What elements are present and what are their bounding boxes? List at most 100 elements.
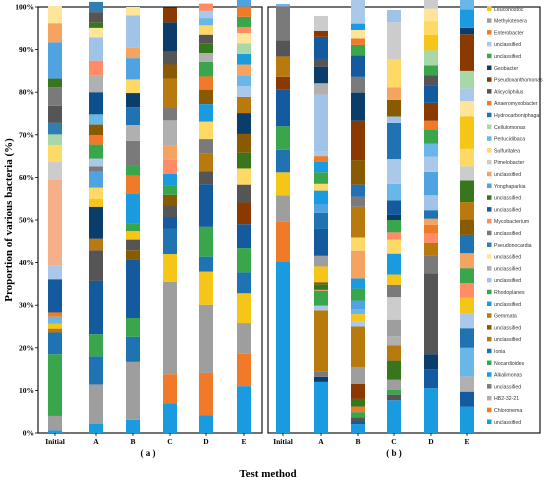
legend-swatch bbox=[487, 171, 492, 177]
bar-segment bbox=[387, 122, 401, 160]
bar-segment bbox=[351, 278, 365, 289]
bar-segment bbox=[460, 166, 474, 181]
legend-label: unclassified bbox=[494, 337, 521, 343]
legend-item: Hydrocarboniphaga bbox=[487, 112, 539, 119]
legend-swatch bbox=[487, 18, 492, 23]
bar-segment bbox=[89, 92, 103, 115]
bar-segment bbox=[237, 202, 251, 225]
bar-segment bbox=[460, 34, 474, 71]
legend-swatch bbox=[487, 289, 492, 295]
bar-segment bbox=[314, 66, 328, 84]
bar-segment bbox=[89, 135, 103, 145]
bar-segment bbox=[237, 386, 251, 433]
legend-item: unclassified bbox=[487, 301, 521, 308]
bar-segment bbox=[126, 419, 140, 433]
bar-segment bbox=[276, 126, 290, 150]
bar-segment bbox=[387, 284, 401, 298]
bar-segment bbox=[424, 243, 438, 256]
bar-segment bbox=[387, 200, 401, 215]
bar-segment bbox=[387, 87, 401, 100]
bar-segment bbox=[460, 101, 474, 117]
legend-item: unclassified bbox=[487, 384, 521, 390]
bar-segment bbox=[163, 254, 177, 282]
bar-segment bbox=[48, 122, 62, 135]
bar-segment bbox=[276, 56, 290, 77]
bar-segment bbox=[424, 273, 438, 355]
bar-segment bbox=[351, 206, 365, 238]
legend-item: Mycobacterium bbox=[487, 218, 529, 225]
bar-segment bbox=[89, 171, 103, 188]
bar-segment bbox=[163, 120, 177, 146]
bar-segment bbox=[314, 183, 328, 191]
bar-segment bbox=[126, 317, 140, 337]
bar-segment bbox=[460, 202, 474, 220]
bar-segment bbox=[163, 22, 177, 52]
bar-segment bbox=[276, 40, 290, 57]
legend-swatch bbox=[487, 242, 492, 247]
bar-segment bbox=[314, 156, 328, 162]
legend-label: unclassified bbox=[494, 172, 521, 178]
legend-label: unclassified bbox=[494, 207, 521, 213]
legend-swatch bbox=[487, 230, 492, 236]
bar-segment bbox=[199, 153, 213, 172]
legend-swatch bbox=[487, 65, 492, 70]
bar-segment bbox=[460, 27, 474, 35]
legend-label: Enterobacter bbox=[494, 30, 524, 36]
bar-segment bbox=[89, 238, 103, 251]
legend-label: unclassified bbox=[494, 42, 521, 48]
legend-swatch bbox=[487, 277, 492, 283]
legend-label: unclassified bbox=[494, 325, 521, 331]
bar-segment bbox=[163, 78, 177, 108]
bar-segment bbox=[89, 12, 103, 23]
legend-item: Pseudoxanthomonas bbox=[487, 77, 543, 84]
legend-label: Yonghaparkia bbox=[494, 184, 526, 190]
panels: 0% 10% 20% 30% 40% 50% 60% 70% 80% 90% 100% Initial… bbox=[15, 0, 541, 458]
bar-segment bbox=[460, 376, 474, 392]
bar-segment bbox=[314, 305, 328, 311]
legend-label: Gemmata bbox=[494, 314, 517, 320]
legend-swatch bbox=[487, 348, 492, 354]
bar-segment bbox=[48, 23, 62, 43]
legend-item: Sulfuritalea bbox=[487, 148, 520, 154]
legend-swatch bbox=[487, 53, 492, 59]
bar-segment bbox=[237, 64, 251, 76]
bar-segment bbox=[387, 58, 401, 88]
legend-swatch bbox=[487, 384, 492, 389]
legend-item: Gemmata bbox=[487, 313, 517, 320]
panel-a: 0% 10% 20% 30% 40% 50% 60% 70% 80% 90% 100% Initial… bbox=[15, 0, 263, 458]
legend-item: HB2-32-21 bbox=[487, 395, 519, 402]
bar-segment bbox=[199, 256, 213, 272]
legend-item: unclassified bbox=[487, 419, 521, 426]
legend-swatch bbox=[487, 395, 492, 401]
legend-swatch bbox=[487, 407, 492, 413]
legend-item: Cellulomonas bbox=[487, 124, 526, 131]
legend-item: Chloronema bbox=[487, 407, 522, 414]
bar-segment bbox=[314, 290, 328, 306]
bar-segment bbox=[48, 145, 62, 163]
x-tick-label: B bbox=[130, 437, 135, 446]
legend-item: Ionia bbox=[487, 348, 505, 355]
bar-segment bbox=[89, 75, 103, 93]
bar-segment bbox=[276, 4, 290, 7]
bar-segment bbox=[387, 214, 401, 220]
legend-label: Ionia bbox=[494, 349, 505, 355]
bar-segment bbox=[237, 224, 251, 249]
bar-segment bbox=[387, 183, 401, 201]
legend-item: Anaeromyxobacter bbox=[487, 100, 538, 107]
bar-segment bbox=[89, 250, 103, 281]
legend-item: Geobacter bbox=[487, 65, 518, 72]
bar-segment bbox=[460, 234, 474, 254]
bar-segment bbox=[48, 316, 62, 324]
bar-segment bbox=[424, 8, 438, 22]
y-tick-label: 0% bbox=[23, 429, 34, 438]
bar-segment bbox=[89, 334, 103, 357]
bar-segment bbox=[237, 43, 251, 54]
bar-segment bbox=[387, 274, 401, 285]
bar-segment bbox=[351, 321, 365, 327]
bar-segment bbox=[351, 160, 365, 185]
legend-label: unclassified bbox=[494, 266, 521, 272]
bar-segment bbox=[314, 204, 328, 213]
legend-label: Methylotenera bbox=[494, 19, 527, 25]
bar-segment bbox=[314, 15, 328, 31]
legend-label: unclassified bbox=[494, 196, 521, 202]
